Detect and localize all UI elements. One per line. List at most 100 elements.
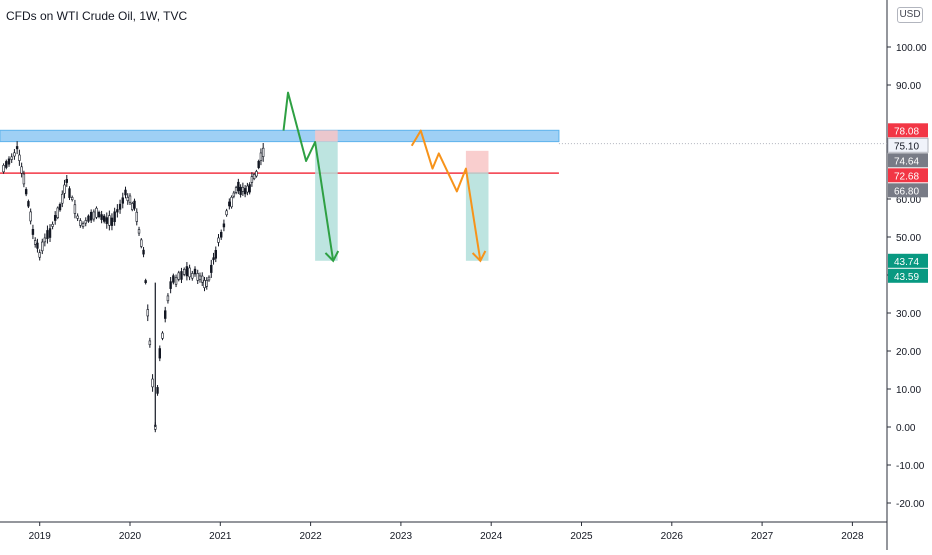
- price-label: 66.80: [894, 186, 919, 197]
- candle-body: [2, 164, 5, 173]
- candle-body: [182, 269, 186, 275]
- candle-body: [135, 211, 138, 222]
- candle-body: [63, 184, 66, 194]
- candle-body: [95, 207, 98, 218]
- candle-body: [68, 188, 71, 198]
- candle-body: [58, 204, 62, 211]
- candle-body: [38, 252, 41, 258]
- candle-body: [29, 211, 32, 222]
- y-tick-label: 0.00: [896, 423, 916, 434]
- price-label-badge: [888, 123, 928, 138]
- x-tick-label: 2027: [751, 531, 774, 542]
- candle-body: [103, 215, 106, 222]
- candle-body: [161, 332, 164, 339]
- price-label: 43.59: [894, 272, 919, 283]
- candle-body: [65, 179, 68, 183]
- candle-body: [51, 223, 54, 227]
- candle-body: [241, 186, 245, 192]
- candle-body: [56, 207, 59, 218]
- candle-body: [164, 310, 167, 319]
- candle-body: [210, 264, 213, 273]
- candle-body: [144, 280, 147, 283]
- candle-body: [255, 171, 258, 177]
- candle-body: [7, 158, 11, 165]
- candle-body: [5, 161, 8, 168]
- candle-body: [110, 217, 114, 226]
- candle-body: [97, 211, 101, 218]
- candle-body: [140, 239, 143, 247]
- candle-body: [217, 237, 220, 243]
- candle-body: [198, 275, 202, 280]
- x-tick-label: 2026: [661, 531, 684, 542]
- price-label-badge: [888, 268, 928, 283]
- candle-body: [133, 200, 136, 209]
- candle-body: [228, 201, 231, 207]
- y-tick-label: 60.00: [896, 195, 921, 206]
- candle-body: [205, 280, 208, 287]
- candle-body: [151, 378, 154, 388]
- candle-body: [193, 268, 197, 275]
- y-tick-label: -20.00: [896, 499, 925, 510]
- candle-body: [252, 174, 256, 179]
- green-projection-path-arrowhead: [324, 250, 340, 263]
- x-tick-label: 2025: [570, 531, 593, 542]
- candle-body: [20, 166, 23, 174]
- candle-body: [27, 201, 30, 207]
- candle-body: [124, 189, 127, 196]
- candle-body: [191, 273, 194, 279]
- y-tick-label: 90.00: [896, 81, 921, 92]
- candle-body: [180, 271, 183, 280]
- price-label: 43.74: [894, 257, 919, 268]
- candle-body: [257, 160, 260, 168]
- candle-body: [105, 217, 108, 224]
- candle-body: [108, 215, 111, 226]
- price-label-badge: [888, 168, 928, 183]
- candle-body: [174, 277, 178, 285]
- candle-body: [48, 228, 52, 238]
- candle-body: [146, 309, 149, 317]
- price-label-badge: [888, 183, 928, 198]
- x-tick-label: 2024: [480, 531, 503, 542]
- candle-body: [230, 196, 233, 208]
- price-label-badge: [888, 153, 928, 168]
- currency-button[interactable]: USD: [897, 7, 923, 23]
- price-label: 75.10: [894, 141, 919, 152]
- candle-body: [261, 147, 265, 157]
- candle-body: [246, 185, 249, 193]
- candle-body: [84, 220, 87, 224]
- candle-body: [220, 231, 223, 238]
- candle-body: [239, 186, 242, 195]
- candle-body: [212, 257, 215, 261]
- x-tick-label: 2020: [119, 531, 142, 542]
- green-projection-path: [282, 91, 335, 261]
- candle-body: [18, 154, 21, 161]
- candle-body: [142, 249, 145, 255]
- candle-body: [31, 229, 35, 235]
- candle-body: [169, 281, 172, 289]
- candle-body: [71, 197, 74, 200]
- candle-body: [128, 195, 132, 203]
- candle-body: [148, 340, 152, 346]
- x-tick-label: 2023: [390, 531, 413, 542]
- candle-body: [118, 203, 122, 210]
- candle-body: [203, 280, 206, 289]
- candle-body: [222, 223, 226, 228]
- orange-projection-path: [410, 129, 482, 261]
- candle-body: [33, 240, 37, 245]
- candle-body: [46, 230, 49, 239]
- candle-body: [81, 223, 85, 227]
- candle-body: [214, 249, 217, 259]
- y-tick-label: 100.00: [896, 43, 927, 54]
- candle-body: [131, 203, 134, 210]
- candle-body: [87, 215, 90, 222]
- candle-body: [36, 242, 39, 249]
- x-tick-label: 2019: [29, 531, 52, 542]
- candle-body: [234, 187, 238, 193]
- candle-body: [92, 211, 96, 220]
- candle-body: [89, 211, 93, 221]
- y-tick-label: 10.00: [896, 385, 921, 396]
- candle-body: [237, 181, 240, 192]
- candle-body: [137, 229, 141, 234]
